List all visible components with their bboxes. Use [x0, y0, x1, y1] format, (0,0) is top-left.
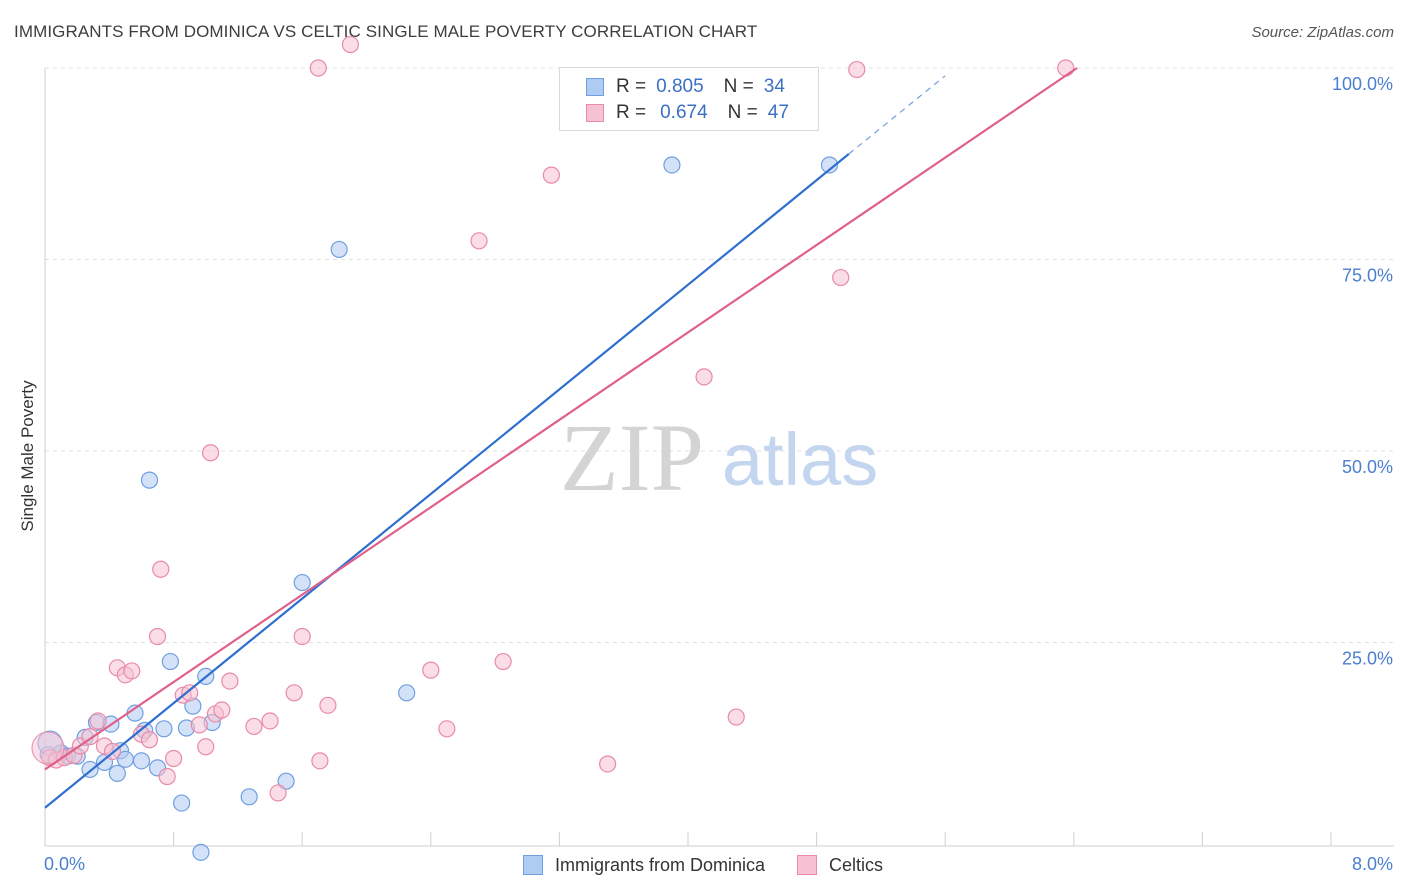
legend-n-value: 34	[763, 76, 785, 97]
legend-swatch-pink	[586, 104, 604, 122]
celtics-point	[197, 738, 215, 756]
watermark-atlas: atlas	[722, 418, 878, 501]
legend-label-dominica: Immigrants from Dominica	[554, 854, 766, 875]
y-tick-label: 100.0%	[1332, 74, 1393, 94]
legend-label-celtics: Celtics	[829, 854, 884, 875]
legend-n-label: N =	[723, 76, 754, 97]
dominica-point	[192, 843, 210, 861]
celtics-point	[341, 35, 360, 54]
dominica-point	[140, 471, 159, 489]
watermark-zip: ZIP	[560, 404, 704, 511]
celtics-point	[213, 701, 231, 719]
legend-r-value: 0.674	[660, 102, 708, 123]
y-tick-label: 25.0%	[1342, 649, 1393, 669]
celtics-point	[470, 232, 488, 250]
legend-item-celtics[interactable]: Celtics	[797, 855, 883, 876]
dominica-point	[108, 764, 126, 782]
dominica-point	[173, 794, 191, 812]
series-dominica-points	[37, 156, 839, 861]
legend-n-value: 47	[767, 102, 789, 123]
source-credit: Source: ZipAtlas.com	[1251, 24, 1394, 41]
celtics-point	[848, 60, 866, 79]
dominica-point	[293, 573, 311, 592]
celtics-point	[181, 684, 199, 702]
celtics-point	[221, 672, 239, 690]
y-axis-label: Single Male Poverty	[18, 380, 37, 532]
celtics-point	[494, 652, 512, 671]
axis-ticks: 0.0% 8.0% 25.0% 50.0% 75.0% 100.0%	[44, 74, 1393, 874]
legend-r-value: 0.805	[656, 76, 704, 97]
celtics-point	[285, 684, 303, 702]
celtics-point	[832, 268, 850, 287]
dominica-point	[155, 720, 173, 738]
celtics-cluster	[31, 731, 65, 765]
legend-swatch-blue	[586, 78, 604, 96]
dominica-point	[663, 156, 681, 174]
dominica-point	[277, 772, 295, 790]
celtics-point	[311, 752, 329, 770]
celtics-point	[140, 731, 159, 749]
correlation-legend: R = 0.805 N = 34 R = 0.674 N = 47	[559, 67, 819, 131]
y-tick-label: 50.0%	[1342, 457, 1393, 477]
legend-swatch-blue	[522, 855, 543, 875]
dominica-point	[161, 652, 179, 671]
celtics-point	[599, 755, 617, 773]
watermark: ZIP atlas	[560, 404, 878, 511]
series-celtics-points	[31, 35, 1075, 802]
dominica-point	[330, 240, 348, 259]
y-tick-label: 75.0%	[1342, 266, 1393, 286]
celtics-point	[261, 712, 279, 730]
dominica-point	[398, 684, 416, 702]
dominica-point	[240, 788, 258, 806]
chart-title: IMMIGRANTS FROM DOMINICA VS CELTIC SINGL…	[14, 22, 758, 41]
celtics-point	[165, 749, 183, 768]
celtics-point	[309, 59, 327, 77]
celtics-point	[293, 627, 311, 646]
celtics-point	[1057, 59, 1075, 77]
x-tick-label: 8.0%	[1352, 854, 1393, 874]
legend-row-celtics: R = 0.674 N = 47	[586, 101, 789, 125]
celtics-point	[438, 720, 456, 738]
celtics-point	[695, 368, 713, 386]
trend-lines	[44, 67, 1078, 809]
celtics-point	[152, 560, 170, 578]
celtics-point	[245, 717, 263, 736]
dominica-trend-line	[44, 153, 850, 809]
series-legend: Immigrants from Dominica Celtics	[0, 852, 1406, 878]
dominica-point	[820, 156, 839, 174]
dominica-point	[132, 752, 151, 770]
legend-item-dominica[interactable]: Immigrants from Dominica	[522, 854, 766, 876]
celtics-point	[422, 661, 440, 679]
celtics-point	[158, 767, 176, 786]
celtics-point	[727, 708, 745, 726]
legend-n-label: N =	[727, 102, 758, 123]
celtics-point	[123, 662, 141, 680]
celtics-point	[201, 444, 220, 462]
axes	[44, 68, 1394, 847]
celtics-point	[148, 627, 167, 646]
celtics-point	[190, 716, 208, 734]
celtics-point	[89, 712, 107, 730]
legend-row-dominica: R = 0.805 N = 34	[586, 75, 785, 99]
legend-r-label: R =	[616, 102, 647, 123]
celtics-point	[269, 784, 287, 802]
legend-swatch-pink	[797, 855, 818, 875]
celtics-point	[542, 166, 560, 184]
grid	[45, 67, 1394, 643]
x-tick-label: 0.0%	[44, 854, 85, 874]
legend-r-label: R =	[616, 76, 647, 97]
celtics-trend-line	[44, 67, 1078, 771]
celtics-point	[319, 696, 337, 714]
dominica-trend-extension	[848, 75, 946, 155]
